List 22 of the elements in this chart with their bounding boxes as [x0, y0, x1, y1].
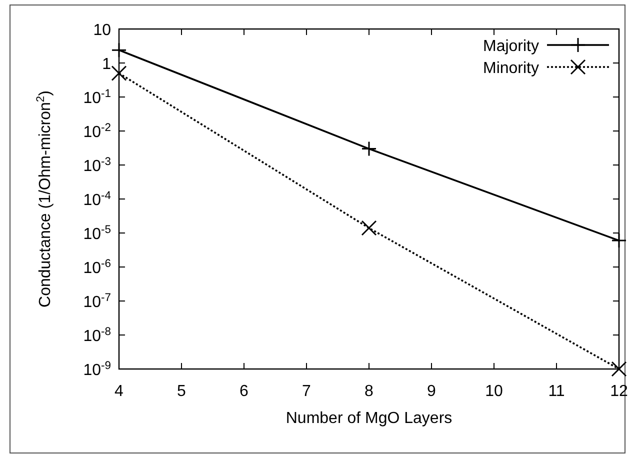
legend-label: Majority [482, 38, 539, 55]
x-tick-label: 7 [302, 383, 312, 400]
legend-label: Minority [482, 60, 539, 77]
y-tick-label: 10$^{-4}$ [83, 190, 111, 209]
x-tick-label: 9 [427, 383, 436, 400]
y-tick-label: 10$^{-2}$ [83, 122, 111, 141]
x-tick-label: 10 [485, 383, 503, 400]
y-tick-label: 10$^{-1}$ [83, 88, 111, 107]
x-tick-label: 8 [364, 383, 374, 400]
x-tick-label: 4 [114, 383, 124, 400]
x-axis-title: Number of MgO Layers [286, 410, 452, 427]
y-tick-label: 10$^{-5}$ [83, 224, 111, 243]
x-tick-label: 6 [240, 383, 249, 400]
y-tick-label: 10$^{-9}$ [83, 360, 111, 379]
x-tick-label: 11 [548, 383, 565, 400]
y-tick-label: 10 [93, 22, 112, 39]
y-tick-label: 10$^{-6}$ [83, 258, 111, 277]
y-tick-label: 1 [102, 56, 112, 73]
x-tick-label: 5 [177, 383, 186, 400]
y-tick-label: 10$^{-3}$ [83, 156, 111, 175]
y-tick-label: 10$^{-7}$ [83, 292, 111, 311]
y-tick-label: 10$^{-8}$ [83, 326, 111, 345]
